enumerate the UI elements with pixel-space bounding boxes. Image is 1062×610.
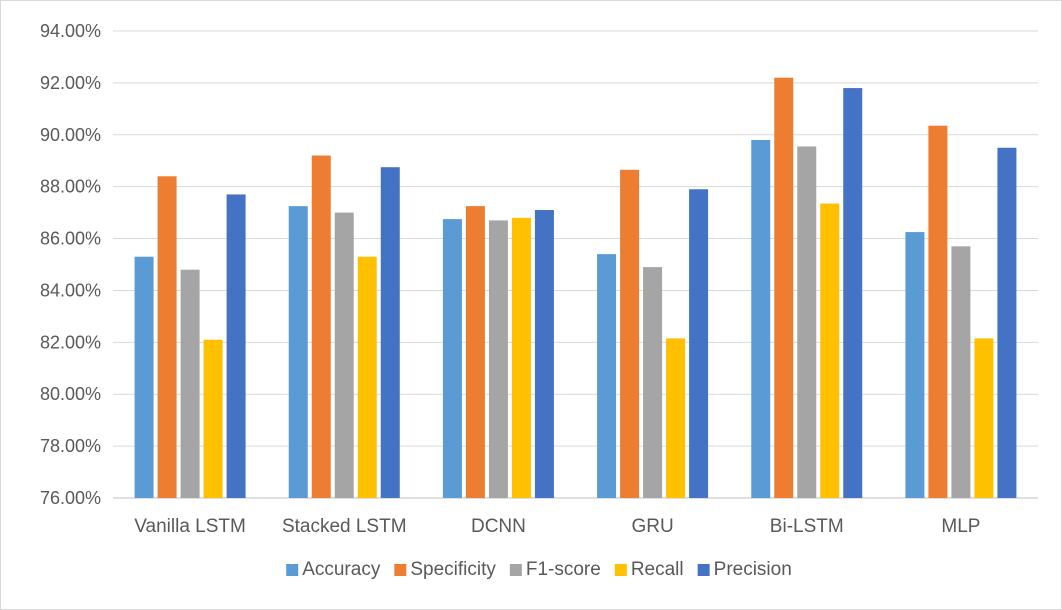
bar-f1-score (643, 267, 663, 498)
bar-specificity (157, 176, 177, 499)
bar-accuracy (442, 219, 462, 498)
bar-accuracy (751, 139, 771, 498)
bar-specificity (311, 155, 331, 499)
legend-label: Accuracy (302, 559, 381, 580)
legend-label: Specificity (410, 559, 496, 580)
y-tick-label: 78.00% (40, 436, 101, 456)
y-tick-label: 94.00% (40, 21, 101, 41)
x-category-label: MLP (941, 516, 980, 537)
legend-label: Recall (631, 559, 684, 580)
bar-precision (689, 189, 709, 498)
x-category-label: Stacked LSTM (282, 516, 407, 537)
bar-precision (380, 167, 400, 499)
bar-precision (226, 194, 246, 498)
bar-accuracy (288, 206, 308, 498)
bar-accuracy (905, 232, 925, 498)
bar-accuracy (597, 254, 617, 498)
bar-precision (843, 88, 863, 499)
y-tick-label: 82.00% (40, 332, 101, 352)
bar-recall (666, 338, 686, 498)
legend-swatch (697, 564, 710, 576)
bar-f1-score (951, 246, 971, 498)
legend-label: F1-score (526, 559, 601, 580)
bar-recall (357, 256, 377, 498)
bar-specificity (774, 77, 794, 498)
y-tick-label: 80.00% (40, 384, 101, 404)
y-tick-label: 90.00% (40, 125, 101, 145)
x-category-label: GRU (631, 516, 673, 537)
y-tick-label: 76.00% (40, 488, 101, 508)
bar-specificity (465, 206, 485, 498)
y-tick-label: 88.00% (40, 177, 101, 197)
bar-recall (203, 339, 223, 498)
legend-label: Precision (714, 559, 792, 580)
bar-precision (997, 147, 1017, 498)
bar-precision (534, 210, 554, 498)
bar-recall (511, 217, 531, 499)
bar-recall (974, 338, 994, 498)
legend-swatch (394, 564, 407, 576)
legend-swatch (286, 564, 299, 576)
x-category-label: Bi-LSTM (770, 516, 844, 537)
bar-f1-score (334, 212, 354, 498)
legend-swatch (614, 564, 627, 576)
bar-f1-score (180, 269, 200, 498)
bar-specificity (928, 125, 948, 499)
bar-f1-score (797, 146, 817, 499)
bar-recall (820, 203, 840, 498)
x-category-label: DCNN (471, 516, 526, 537)
legend-swatch (509, 564, 522, 576)
y-tick-label: 86.00% (40, 229, 101, 249)
bar-specificity (620, 169, 640, 498)
x-category-label: Vanilla LSTM (134, 516, 246, 537)
bar-f1-score (488, 220, 508, 498)
y-tick-label: 84.00% (40, 280, 101, 300)
bar-accuracy (134, 256, 154, 498)
y-tick-label: 92.00% (40, 73, 101, 93)
